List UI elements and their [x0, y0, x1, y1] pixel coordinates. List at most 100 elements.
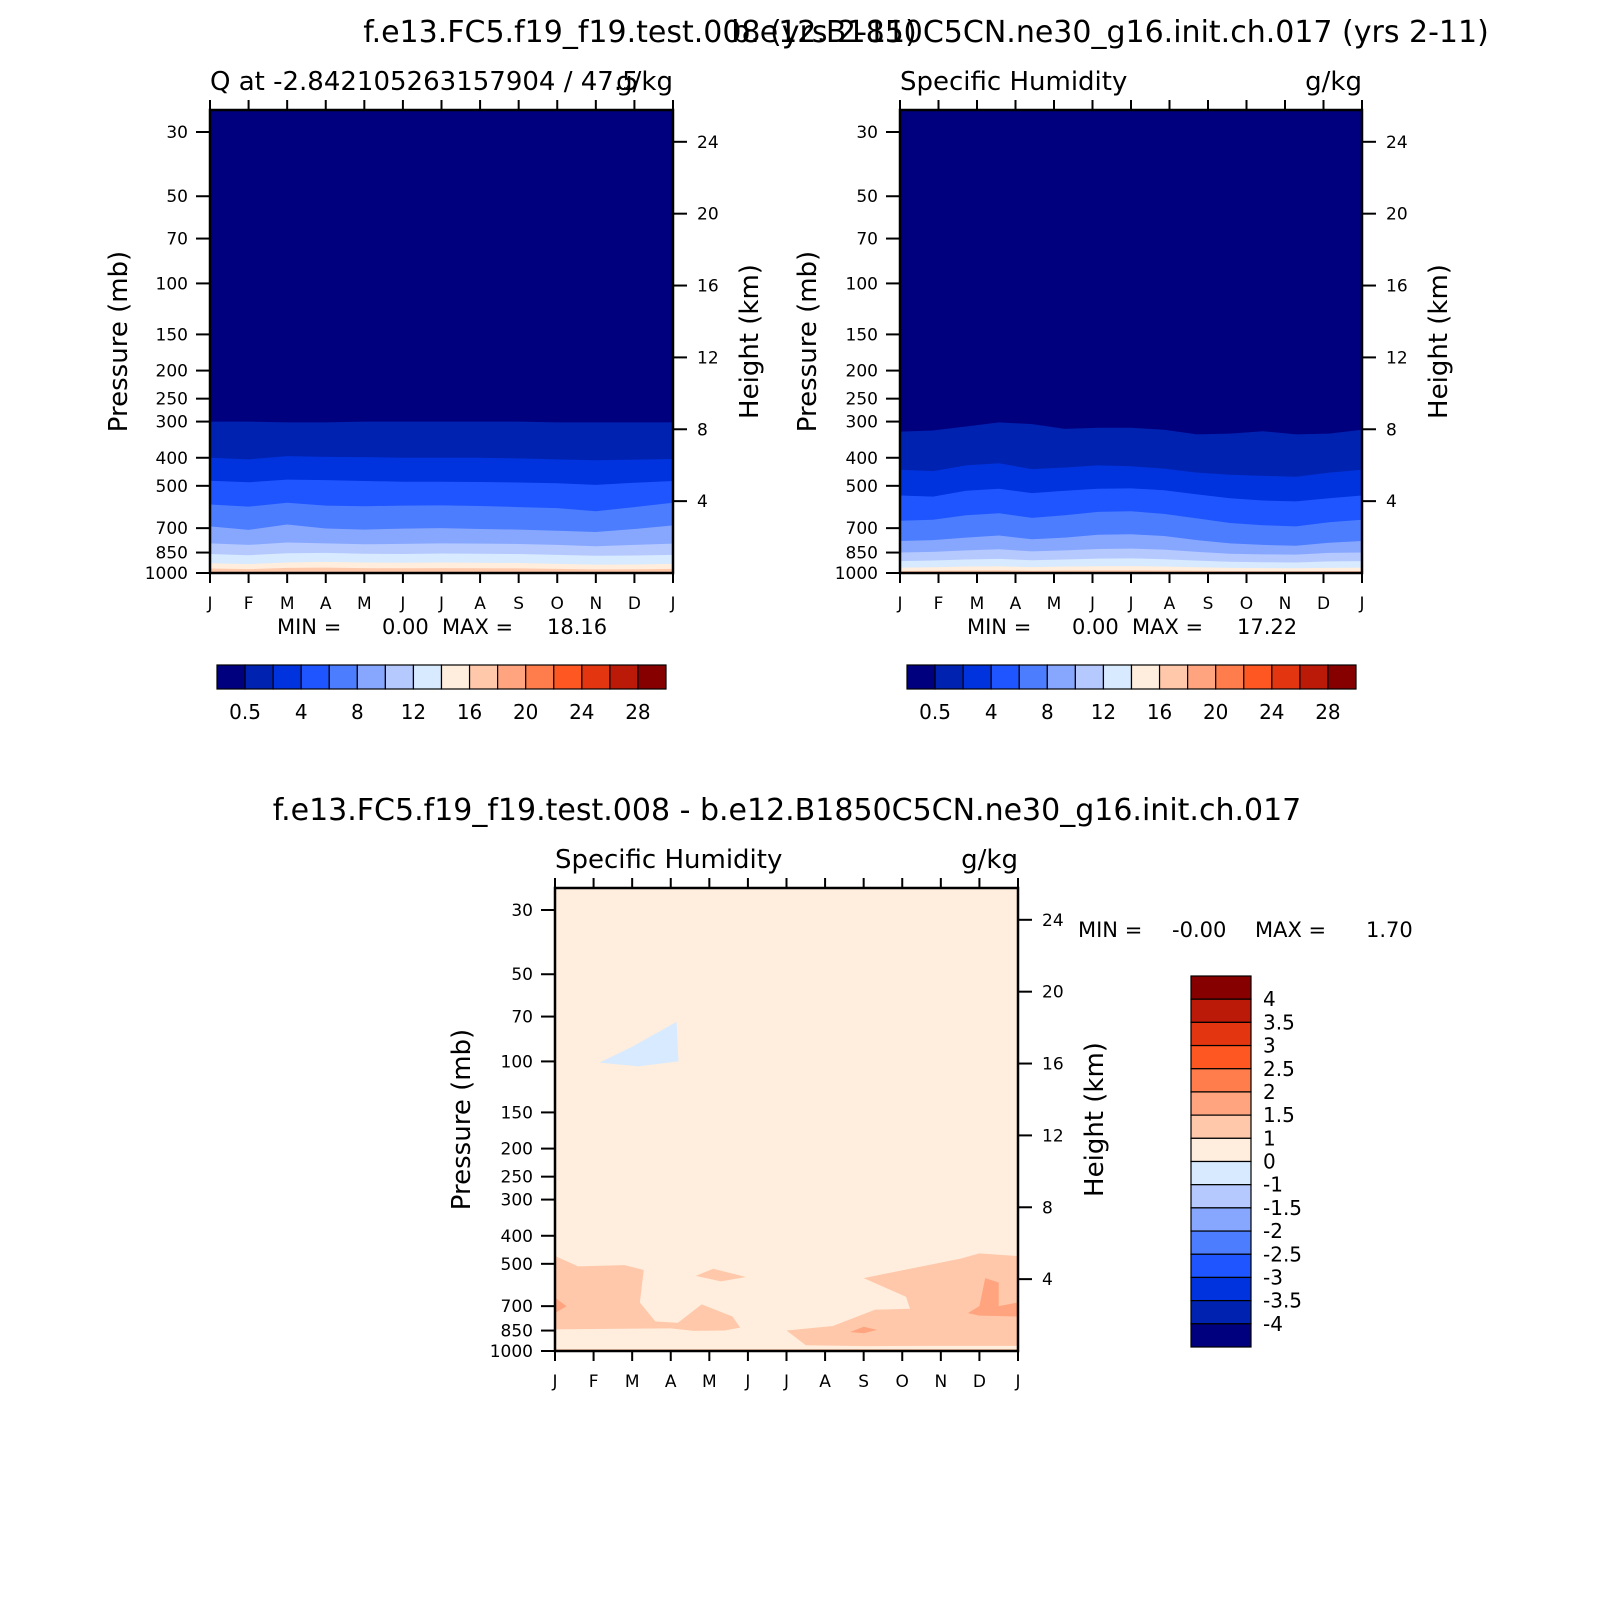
panel1-min-label: MIN = [277, 615, 341, 639]
panel3-colorbar-box [1190, 975, 1252, 1000]
panel1-height-tick-label: 12 [697, 348, 719, 368]
panel1-height-tick-label: 24 [697, 133, 719, 153]
panel3-x-tick-label: O [896, 1372, 909, 1392]
panel1-x-tick-label: J [438, 594, 444, 614]
panel3-colorbar-box [1190, 1160, 1252, 1186]
panel2-colorbar-box [1130, 664, 1161, 690]
panel3-y-tick-label: 850 [501, 1322, 533, 1342]
panel2-x-tick-label: N [1279, 594, 1292, 614]
panel2-x-tick-label: S [1203, 594, 1214, 614]
panel1-height-tick-label: 16 [697, 277, 719, 297]
panel3-contour-region [786, 1253, 1018, 1347]
panel3-max-value: 1.70 [1366, 918, 1413, 942]
panel1-max-label: MAX = [442, 615, 513, 639]
panel3-ylabel: Pressure (mb) [447, 1029, 477, 1210]
panel3-contour-region [670, 1304, 741, 1331]
panel1-y-tick-label: 30 [166, 123, 188, 143]
panel1-x-tick-label: M [357, 594, 372, 614]
panel3-title-left: Specific Humidity [555, 845, 782, 875]
panel1-y-tick-label: 200 [156, 362, 188, 382]
panel1-ylabel: Pressure (mb) [104, 251, 134, 432]
panel3-y-tick-label: 1000 [490, 1342, 533, 1362]
panel2-colorbar-label: 16 [1147, 700, 1172, 724]
panel2-max-label: MAX = [1132, 615, 1203, 639]
panel3-colorbar-label: 1 [1263, 1126, 1276, 1150]
panel1-title-left: Q at -2.842105263157904 / 47.5 [210, 67, 639, 97]
panel1-band-9 [210, 567, 673, 573]
panel1-y-tick-label: 700 [156, 519, 188, 539]
panel2-title-left: Specific Humidity [900, 67, 1127, 97]
panel1-x-tick-label: N [589, 594, 602, 614]
panel2-colorbar-box [990, 664, 1020, 690]
panel1-y-tick-label: 850 [156, 544, 188, 564]
panel2-colorbar-label: 28 [1315, 700, 1340, 724]
panel2-colorbar-box [962, 664, 992, 690]
panel3-contour-region [599, 1021, 679, 1067]
panel2-y-tick-label: 50 [856, 187, 878, 207]
panel3-colorbar-box [1190, 1207, 1252, 1232]
panel1-colorbar-box [581, 664, 611, 690]
panel1-y-tick-label: 300 [156, 413, 188, 433]
panel1-colorbar-label: 24 [569, 700, 594, 724]
panel3-x-tick-label: A [665, 1372, 677, 1392]
panel1-y-tick-label: 70 [166, 230, 188, 250]
panel2-colorbar-box [906, 664, 936, 690]
panel2-x-tick-label: J [896, 594, 902, 614]
panel2-y-tick-label: 850 [846, 544, 878, 564]
panel2-y-tick-label: 300 [846, 413, 878, 433]
panel2-max-value: 17.22 [1237, 615, 1297, 639]
panel3-x-tick-label: M [625, 1372, 640, 1392]
panel2: J F M A M J J A S O N D J 30 50 70 100 150 200 250 300 400 500… [731, 15, 1489, 724]
panel3-x-tick-label: D [973, 1372, 986, 1392]
panel3-title-right: g/kg [961, 845, 1018, 875]
panel2-colorbar-box [1243, 664, 1273, 690]
panel3-colorbar-box [1190, 1068, 1252, 1093]
panel3-main-title: f.e13.FC5.f19_f19.test.008 - b.e12.B1850… [273, 793, 1302, 828]
panel2-min-label: MIN = [967, 615, 1031, 639]
panel3-y-tick-label: 500 [501, 1255, 533, 1275]
panel3-x-tick-label: M [702, 1372, 717, 1392]
panel1-colorbar-label: 0.5 [229, 700, 261, 724]
panel1-y-tick-label: 50 [166, 187, 188, 207]
panel2-colorbar-box [1046, 664, 1076, 690]
panel3-x-tick-label: S [858, 1372, 869, 1392]
panel1-y-tick-label: 1000 [145, 564, 188, 584]
panel1-colorbar-box [356, 664, 386, 690]
panel2-x-tick-label: J [1127, 594, 1133, 614]
panel3-x-tick-label: J [1014, 1372, 1020, 1392]
panel3-x-tick-label: N [934, 1372, 947, 1392]
panel2-colorbar-box [1271, 664, 1301, 690]
panel3-min-value: -0.00 [1172, 918, 1226, 942]
panel2-colorbar-box [1187, 664, 1217, 690]
panel3-y-tick-label: 70 [511, 1008, 533, 1028]
panel1-colorbar-label: 28 [625, 700, 650, 724]
panel2-ylabel-right: Height (km) [1424, 264, 1454, 419]
panel2-y-tick-label: 1000 [835, 564, 878, 584]
panel3-colorbar-box [1190, 1230, 1252, 1255]
panel3-y-tick-label: 700 [501, 1297, 533, 1317]
panel2-y-tick-label: 250 [846, 390, 878, 410]
panel3-colorbar-label: -3 [1263, 1265, 1283, 1289]
panel3-y-tick-label: 150 [501, 1103, 533, 1123]
panel2-y-tick-label: 150 [846, 325, 878, 345]
panel1-min-value: 0.00 [382, 615, 429, 639]
panel1-colorbar-box [553, 664, 583, 690]
panel3-colorbar-label: 4 [1263, 987, 1276, 1011]
panel3-colorbar-label: -4 [1263, 1312, 1283, 1336]
panel3-colorbar-label: 3.5 [1263, 1010, 1295, 1034]
panel1-x-tick-label: M [280, 594, 295, 614]
panel2-colorbar-label: 4 [985, 700, 998, 724]
panel3-colorbar-box [1190, 1253, 1252, 1279]
panel2-y-tick-label: 100 [846, 274, 878, 294]
panel1-height-tick-label: 8 [697, 420, 708, 440]
panel2-colorbar-label: 12 [1091, 700, 1116, 724]
panel2-colorbar-box [1018, 664, 1048, 690]
panel2-height-tick-label: 20 [1386, 205, 1408, 225]
panel3-y-tick-label: 50 [511, 965, 533, 985]
panel3-colorbar-label: 0 [1263, 1150, 1276, 1174]
panel2-colorbar-box [1102, 664, 1133, 690]
panel2-colorbar-box [1215, 664, 1245, 690]
panel1-colorbar-box [497, 664, 527, 690]
panel2-ylabel: Pressure (mb) [793, 251, 823, 432]
